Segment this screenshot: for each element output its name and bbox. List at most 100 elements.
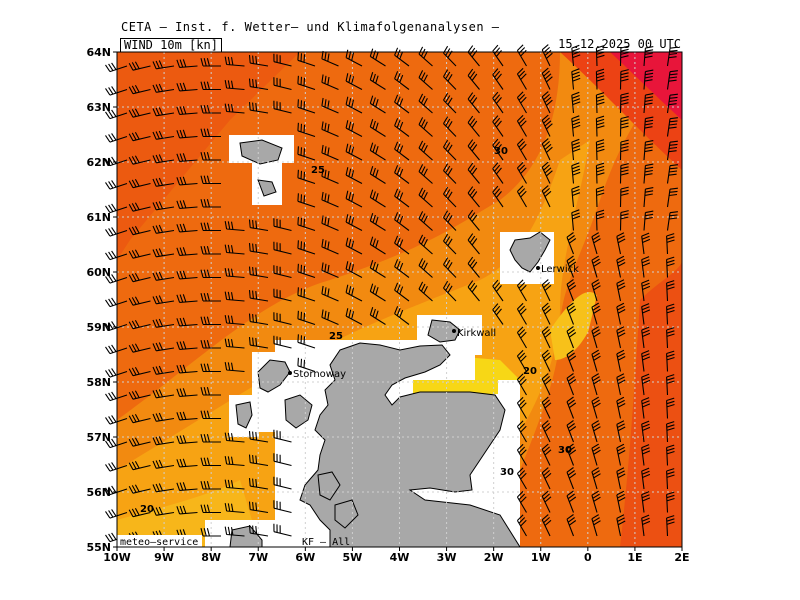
header-title: CETA — Inst. f. Wetter— und Klimafolgena… (121, 20, 500, 34)
lon-tick-label: 1E (627, 551, 642, 564)
wind-barb (273, 100, 292, 114)
wind-barb (200, 222, 222, 232)
wind-barb (273, 53, 292, 67)
wind-barb (443, 139, 457, 161)
wind-barb (394, 94, 410, 114)
wind-barb (200, 81, 222, 91)
wind-barb (200, 457, 222, 467)
contour-label: 30 (558, 445, 572, 456)
lon-tick-label: 9W (154, 551, 174, 564)
wind-barb (666, 468, 675, 490)
wind-barb (105, 509, 128, 519)
wind-barb (105, 62, 128, 73)
wind-barb (516, 279, 527, 302)
wind-barb (443, 69, 457, 90)
wind-barb (152, 154, 175, 164)
wind-barb (105, 274, 128, 284)
wind-barb (152, 60, 175, 70)
wind-barb (595, 92, 605, 114)
wind-barb (128, 413, 151, 424)
wind-barb (128, 202, 151, 212)
wind-barb (394, 165, 410, 184)
wind-barb (200, 434, 222, 443)
wind-barb (248, 243, 269, 255)
wind-barb (516, 185, 527, 208)
wind-barb (666, 303, 675, 325)
wind-barb (152, 295, 175, 305)
wind-barb (394, 188, 410, 208)
wind-barb (345, 214, 363, 231)
wind-barb (566, 467, 577, 490)
wind-barb (152, 130, 175, 140)
wind-barb (616, 396, 626, 419)
wind-barb (666, 93, 678, 114)
wind-barb (418, 164, 433, 184)
wind-barb (467, 233, 480, 255)
wind-barb (248, 431, 269, 443)
wind-barb (571, 91, 581, 114)
wind-barb (105, 368, 128, 378)
wind-barb (273, 523, 292, 537)
contour-label: 25 (329, 331, 343, 342)
wind-barb (591, 373, 601, 396)
wind-barb (105, 485, 128, 496)
wind-barb (666, 117, 678, 137)
wind-barb (176, 82, 198, 92)
wind-barb (200, 504, 222, 514)
place-kirkwall: Kirkwall (457, 328, 496, 339)
wind-barb (595, 209, 605, 231)
wind-barb (394, 118, 410, 137)
wind-barb (566, 279, 577, 302)
wind-barb (566, 443, 577, 466)
wind-barb (369, 307, 386, 325)
wind-barb (200, 246, 222, 255)
wind-barb (273, 265, 292, 279)
wind-barb (369, 236, 386, 255)
wind-barb (394, 306, 410, 325)
wind-barb (394, 71, 410, 90)
wind-barb (200, 363, 222, 373)
wind-barb (224, 80, 245, 91)
wind-barb (591, 232, 601, 255)
wind-barb (394, 141, 410, 161)
lat-tick-label: 57N (86, 431, 111, 444)
wind-barb (321, 168, 339, 185)
wind-barb (152, 107, 175, 117)
wind-barb (200, 128, 222, 138)
stornoway-marker (288, 371, 292, 375)
wind-barb (297, 122, 316, 138)
wind-barb (595, 115, 605, 137)
wind-barb (571, 68, 581, 90)
lat-tick-label: 63N (86, 101, 111, 114)
wind-barb (273, 312, 292, 326)
wind-barb (641, 350, 651, 372)
wind-barb (200, 269, 222, 279)
wind-barb (176, 247, 198, 256)
wind-barb (273, 500, 292, 514)
wind-barb (641, 467, 651, 490)
wind-barb (297, 99, 316, 114)
wind-barb (152, 412, 175, 422)
wind-barb (443, 186, 457, 208)
wind-barb (176, 411, 198, 421)
wind-barb (666, 164, 678, 184)
wind-barb (105, 227, 128, 237)
wind-barb (492, 185, 504, 208)
wind-barb (619, 163, 629, 184)
wind-barb (619, 186, 629, 208)
wind-barb (297, 52, 316, 67)
wind-barb (224, 268, 245, 279)
wind-barb (443, 45, 457, 67)
lon-tick-label: 3W (437, 551, 457, 564)
wind-barb (224, 291, 245, 302)
wind-barb (152, 318, 175, 328)
wind-barb (369, 119, 386, 137)
wind-barb (273, 453, 292, 467)
wind-barb (105, 156, 128, 167)
wind-barb (616, 467, 626, 490)
wind-barb (152, 365, 175, 375)
wind-barb (394, 282, 410, 302)
wind-barb (619, 210, 629, 231)
lat-tick-label: 64N (86, 46, 111, 59)
wind-barb (105, 203, 128, 214)
